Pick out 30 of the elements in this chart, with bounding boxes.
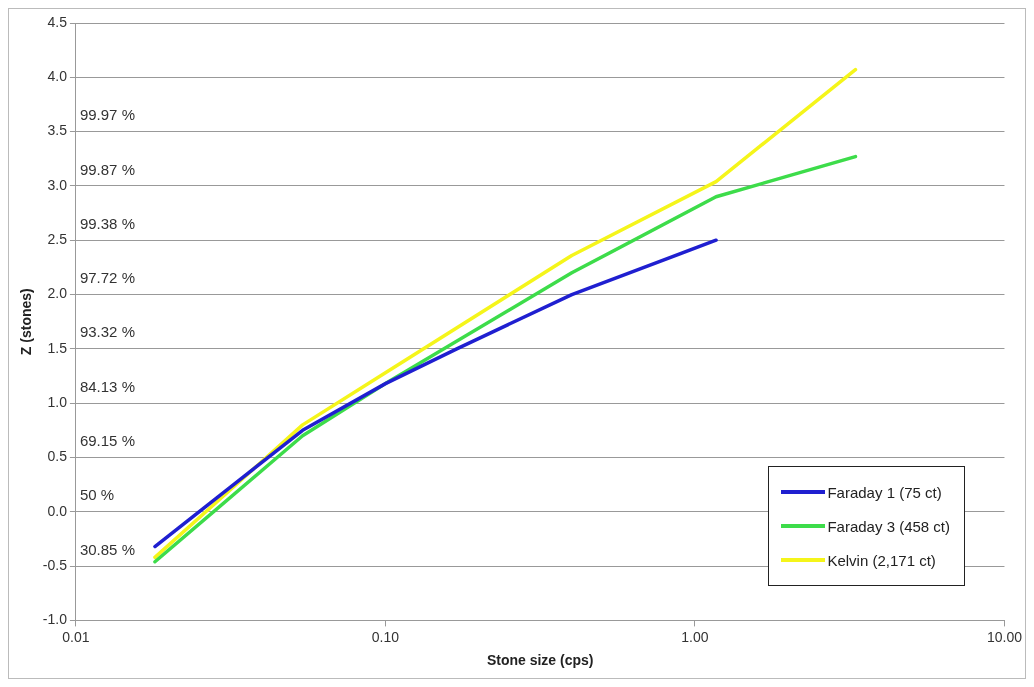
annotation: 99.97 % bbox=[79, 106, 135, 124]
x-tick-label: 1.00 bbox=[681, 628, 709, 645]
y-tick-label: 2.5 bbox=[47, 231, 68, 248]
annotation: 69.15 % bbox=[79, 432, 135, 450]
annotation: 93.32 % bbox=[79, 323, 135, 341]
y-tick-label: 2.0 bbox=[47, 285, 68, 302]
x-axis-title: Stone size (cps) bbox=[486, 652, 594, 669]
y-tick-label: 0.5 bbox=[47, 448, 68, 465]
x-tick-label: 0.01 bbox=[62, 628, 90, 645]
y-tick-label: 4.5 bbox=[47, 13, 68, 30]
x-tick-label: 0.10 bbox=[371, 628, 400, 645]
annotation: 99.38 % bbox=[79, 214, 135, 232]
legend-label: Faraday 3 (458 ct) bbox=[827, 517, 950, 535]
annotation: 97.72 % bbox=[79, 269, 135, 287]
legend-label: Faraday 1 (75 ct) bbox=[827, 483, 942, 501]
annotation: 84.13 % bbox=[79, 377, 135, 395]
y-tick-label: 3.0 bbox=[47, 176, 68, 193]
legend-label: Kelvin (2,171 ct) bbox=[827, 551, 936, 569]
y-tick-label: 1.5 bbox=[47, 339, 68, 356]
y-tick-label: -0.5 bbox=[42, 556, 68, 573]
y-tick-label: 3.5 bbox=[47, 122, 68, 139]
x-tick-label: 10.00 bbox=[986, 628, 1023, 645]
y-tick-label: -1.0 bbox=[42, 611, 68, 628]
annotation: 99.87 % bbox=[79, 160, 135, 178]
y-axis-title: Z (stones) bbox=[18, 288, 35, 356]
annotation: 30.85 % bbox=[79, 540, 135, 558]
annotation: 50 % bbox=[79, 486, 115, 504]
y-tick-label: 1.0 bbox=[47, 394, 68, 411]
y-tick-label: 4.0 bbox=[47, 68, 68, 85]
y-tick-label: 0.0 bbox=[47, 502, 68, 519]
